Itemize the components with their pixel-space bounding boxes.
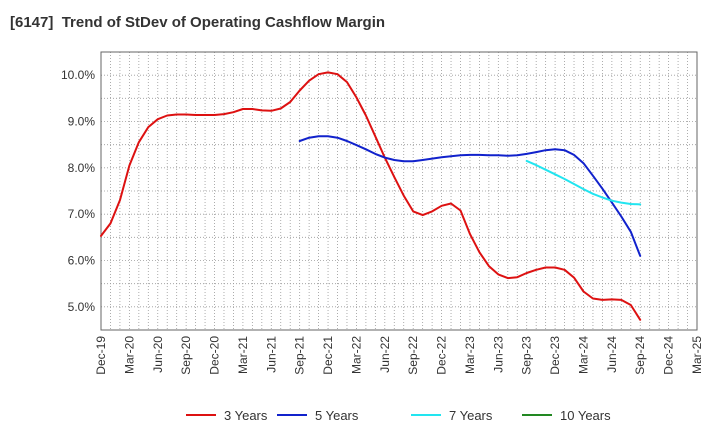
series-lines bbox=[100, 71, 642, 321]
series-line-3-years bbox=[100, 71, 642, 321]
x-tick-label: Dec-24 bbox=[662, 336, 676, 375]
x-tick-label: Sep-22 bbox=[406, 336, 420, 375]
series-line-7-years bbox=[525, 159, 642, 206]
x-tick-label: Mar-24 bbox=[576, 336, 590, 374]
legend-label: 3 Years bbox=[224, 408, 268, 423]
plot-area-border bbox=[100, 51, 698, 331]
x-tick-label: Sep-21 bbox=[293, 336, 307, 375]
legend-label: 7 Years bbox=[449, 408, 493, 423]
x-tick-label: Jun-23 bbox=[491, 336, 505, 373]
x-tick-label: Dec-22 bbox=[435, 336, 449, 375]
legend-label: 10 Years bbox=[560, 408, 611, 423]
x-tick-label: Jun-20 bbox=[151, 336, 165, 373]
x-tick-label: Mar-23 bbox=[463, 336, 477, 374]
x-tick-label: Jun-22 bbox=[378, 336, 392, 373]
x-tick-label: Jun-21 bbox=[264, 336, 278, 373]
x-tick-label: Jun-24 bbox=[605, 336, 619, 373]
x-tick-label: Dec-21 bbox=[321, 336, 335, 375]
series-line-5-years bbox=[298, 135, 642, 257]
chart-title: [6147] Trend of StDev of Operating Cashf… bbox=[10, 14, 386, 31]
y-axis-ticks: 5.0% 6.0% 7.0% 8.0% 9.0% 10.0% bbox=[61, 68, 95, 314]
x-tick-label: Mar-20 bbox=[122, 336, 136, 374]
grid-lines bbox=[101, 52, 697, 330]
y-tick-label: 9.0% bbox=[68, 115, 96, 129]
y-tick-label: 6.0% bbox=[68, 254, 96, 268]
x-tick-label: Dec-23 bbox=[548, 336, 562, 375]
y-tick-label: 7.0% bbox=[68, 207, 96, 221]
x-tick-label: Dec-19 bbox=[94, 336, 108, 375]
legend-label: 5 Years bbox=[315, 408, 359, 423]
y-tick-label: 5.0% bbox=[68, 300, 96, 314]
legend: 3 Years 5 Years 7 Years 10 Years bbox=[186, 408, 611, 423]
x-tick-label: Sep-20 bbox=[179, 336, 193, 375]
y-tick-label: 8.0% bbox=[68, 161, 96, 175]
x-tick-label: Sep-24 bbox=[633, 336, 647, 375]
x-tick-label: Mar-22 bbox=[349, 336, 363, 374]
y-tick-label: 10.0% bbox=[61, 68, 95, 82]
x-tick-label: Mar-21 bbox=[236, 336, 250, 374]
x-tick-label: Sep-23 bbox=[520, 336, 534, 375]
x-tick-label: Mar-25 bbox=[690, 336, 704, 374]
x-tick-label: Dec-20 bbox=[208, 336, 222, 375]
x-axis-ticks: Dec-19 Mar-20 Jun-20 Sep-20 Dec-20 Mar-21 Jun-… bbox=[94, 336, 704, 375]
